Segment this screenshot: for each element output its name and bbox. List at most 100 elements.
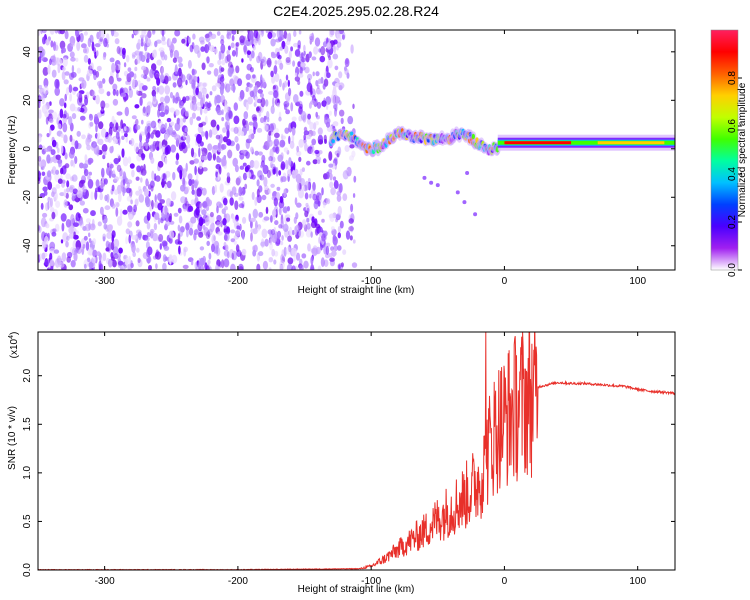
noise-blob (285, 109, 290, 115)
noise-blob (228, 61, 233, 69)
noise-blob (227, 45, 231, 51)
noise-blob (164, 133, 169, 141)
noise-blob (81, 134, 86, 140)
noise-blob (280, 152, 284, 160)
noise-blob (297, 80, 301, 85)
noise-blob (307, 73, 313, 81)
noise-blob (207, 228, 213, 236)
noise-blob (134, 198, 139, 207)
noise-blob (122, 178, 126, 186)
noise-blob (199, 202, 203, 212)
noise-blob (257, 89, 263, 94)
noise-blob (350, 225, 354, 233)
noise-blob (161, 36, 166, 42)
noise-blob (239, 35, 245, 44)
noise-blob (348, 218, 354, 224)
noise-blob (187, 95, 193, 101)
noise-blob (161, 172, 168, 183)
noise-blob (291, 229, 295, 236)
noise-blob (45, 202, 49, 212)
noise-blob (108, 241, 112, 251)
noise-blob (332, 45, 336, 50)
noise-blob (84, 94, 88, 100)
noise-blob (76, 92, 83, 99)
noise-blob (146, 222, 151, 230)
noise-blob (137, 259, 143, 268)
noise-blob (203, 88, 208, 97)
noise-blob (241, 230, 245, 240)
noise-blob (351, 150, 356, 158)
noise-blob (256, 31, 263, 39)
noise-blob (130, 138, 135, 147)
noise-blob (226, 53, 231, 63)
noise-blob (285, 159, 289, 170)
noise-blob (231, 34, 235, 42)
noise-blob (44, 111, 49, 118)
noise-blob (140, 73, 146, 79)
noise-blob (246, 171, 252, 178)
noise-blob (220, 259, 225, 269)
noise-blob (162, 173, 166, 180)
noise-blob (250, 232, 253, 242)
noise-blob (310, 256, 314, 265)
noise-blob (287, 169, 292, 177)
noise-blob (124, 132, 128, 138)
noise-blob (204, 156, 208, 161)
noise-blob (307, 178, 311, 182)
noise-blob (220, 43, 226, 54)
noise-blob (332, 53, 339, 60)
noise-blob (245, 151, 250, 159)
noise-blob (165, 221, 170, 227)
noise-blob (218, 203, 224, 209)
noise-blob (106, 231, 113, 239)
noise-blob (306, 222, 311, 230)
noise-blob (92, 249, 98, 258)
noise-blob (131, 243, 136, 254)
noise-blob (54, 172, 60, 183)
noise-blob (236, 225, 241, 230)
noise-blob (79, 200, 86, 206)
noise-blob (97, 221, 102, 227)
noise-blob (307, 243, 311, 252)
noise-blob (70, 159, 74, 167)
noise-blob (201, 62, 206, 71)
noise-blob (137, 80, 141, 87)
noise-blob (117, 153, 121, 159)
noise-blob (95, 123, 98, 133)
noise-blob (220, 39, 225, 45)
noise-blob (65, 219, 72, 228)
noise-blob (250, 219, 253, 229)
noise-blob (157, 202, 163, 211)
noise-blob (304, 142, 308, 152)
noise-blob (207, 259, 211, 265)
noise-blob (164, 157, 168, 165)
noise-blob (147, 30, 152, 39)
noise-blob (152, 30, 156, 34)
noise-blob (278, 224, 283, 229)
noise-blob (313, 46, 319, 55)
noise-blob (315, 71, 320, 77)
noise-blob (111, 184, 115, 192)
noise-blob (101, 167, 105, 178)
noise-blob (115, 122, 119, 131)
noise-blob (146, 248, 150, 258)
noise-blob (139, 131, 146, 136)
noise-blob (172, 37, 177, 44)
noise-blob (206, 240, 210, 246)
noise-blob (127, 221, 133, 228)
noise-blob (206, 56, 210, 64)
noise-blob (66, 180, 70, 188)
noise-blob (190, 216, 197, 224)
noise-blob (303, 260, 309, 269)
snr-frame (37, 331, 676, 571)
x-tick-label: -300 (95, 576, 115, 587)
noise-blob (290, 46, 293, 52)
noise-blob (54, 30, 59, 34)
noise-blob (108, 75, 114, 85)
noise-blob (342, 193, 348, 202)
noise-blob (311, 216, 315, 223)
noise-blob (280, 254, 284, 263)
noise-blob (65, 192, 69, 199)
noise-blob (86, 69, 93, 77)
noise-blob (345, 169, 349, 174)
